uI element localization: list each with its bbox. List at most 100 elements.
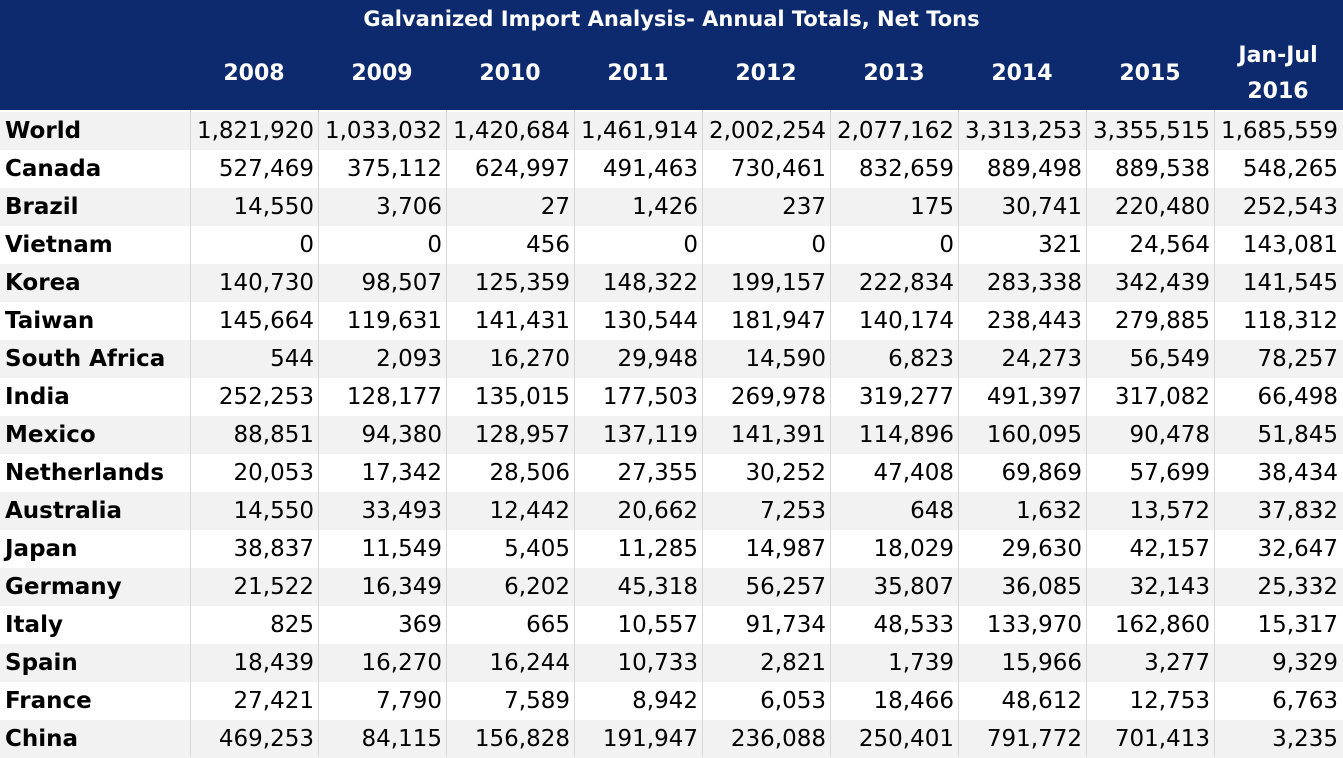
- table-cell: 175: [910, 194, 954, 220]
- table-cell: 84,115: [361, 726, 442, 752]
- table-cell: 69,869: [1001, 460, 1082, 486]
- table-cell: 2,093: [376, 346, 442, 372]
- table-cell: 45,318: [617, 574, 698, 600]
- table-cell: 191,947: [602, 726, 698, 752]
- table-cell: 7,253: [760, 498, 826, 524]
- table-row: Italy 825 369 665 10,557 91,734 48,533 133,970 1…: [0, 606, 1343, 644]
- table-cell: 15,317: [1257, 612, 1338, 638]
- column-divider: [446, 110, 447, 757]
- table-cell: 0: [939, 232, 954, 258]
- table-cell: 14,550: [233, 498, 314, 524]
- table-cell: 47,408: [873, 460, 954, 486]
- table-row: China 469,253 84,115 156,828 191,947 236,088 2…: [0, 720, 1343, 758]
- table-cell: 10,557: [617, 612, 698, 638]
- table-cell: 98,507: [361, 270, 442, 296]
- table-cell: 825: [270, 612, 314, 638]
- table-cell: 1,685,559: [1220, 118, 1338, 144]
- table-cell: 57,699: [1129, 460, 1210, 486]
- table-cell: 141,431: [474, 308, 570, 334]
- table-cell: 238,443: [986, 308, 1082, 334]
- table-cell: 48,612: [1001, 688, 1082, 714]
- table-row: Korea 140,730 98,507 125,359 148,322 199,157 2…: [0, 264, 1343, 302]
- table-row: Australia 14,550 33,493 12,442 20,662 7,253 64…: [0, 492, 1343, 530]
- table-row: Brazil 14,550 3,706 27 1,426 237 175 30,741 220,…: [0, 188, 1343, 226]
- table-cell: 118,312: [1242, 308, 1338, 334]
- row-label: Mexico: [5, 422, 96, 448]
- table-cell: 730,461: [730, 156, 826, 182]
- table-cell: 283,338: [986, 270, 1082, 296]
- table-cell: 14,550: [233, 194, 314, 220]
- table-row: Taiwan 145,664 119,631 141,431 130,544 181,94…: [0, 302, 1343, 340]
- row-label: Canada: [5, 156, 102, 182]
- table-cell: 140,174: [858, 308, 954, 334]
- table-cell: 33,493: [361, 498, 442, 524]
- table-cell: 156,828: [474, 726, 570, 752]
- table-cell: 342,439: [1114, 270, 1210, 296]
- table-cell: 24,273: [1001, 346, 1082, 372]
- table-cell: 3,706: [376, 194, 442, 220]
- table-row: Vietnam 0 0 456 0 0 0 321 24,564 143,081: [0, 226, 1343, 264]
- table-cell: 20,662: [617, 498, 698, 524]
- table-cell: 27,355: [617, 460, 698, 486]
- table-cell: 128,957: [474, 422, 570, 448]
- table-cell: 375,112: [346, 156, 442, 182]
- table-cell: 35,807: [873, 574, 954, 600]
- table-cell: 21,522: [233, 574, 314, 600]
- table-cell: 369: [398, 612, 442, 638]
- column-header-3: 2011: [607, 61, 669, 86]
- table-cell: 42,157: [1129, 536, 1210, 562]
- table-cell: 12,442: [489, 498, 570, 524]
- table-cell: 162,860: [1114, 612, 1210, 638]
- table-cell: 1,739: [888, 650, 954, 676]
- table-cell: 29,630: [1001, 536, 1082, 562]
- table-row: Canada 527,469 375,112 624,997 491,463 730,46…: [0, 150, 1343, 188]
- table-row: Germany 21,522 16,349 6,202 45,318 56,257 35,8…: [0, 568, 1343, 606]
- table-cell: 133,970: [986, 612, 1082, 638]
- table-cell: 6,053: [760, 688, 826, 714]
- table-cell: 91,734: [745, 612, 826, 638]
- table-cell: 137,119: [602, 422, 698, 448]
- table-cell: 237: [782, 194, 826, 220]
- table-cell: 0: [811, 232, 826, 258]
- column-divider: [574, 110, 575, 757]
- table-cell: 181,947: [730, 308, 826, 334]
- table-row: India 252,253 128,177 135,015 177,503 269,978…: [0, 378, 1343, 416]
- row-label: South Africa: [5, 346, 166, 372]
- table-cell: 5,405: [504, 536, 570, 562]
- table-cell: 1,461,914: [580, 118, 698, 144]
- row-label: China: [5, 726, 79, 752]
- table-cell: 889,498: [986, 156, 1082, 182]
- table-cell: 199,157: [730, 270, 826, 296]
- row-label: France: [5, 688, 92, 714]
- table-cell: 30,741: [1001, 194, 1082, 220]
- table-cell: 15,966: [1001, 650, 1082, 676]
- column-divider: [830, 110, 831, 757]
- table-cell: 3,313,253: [964, 118, 1082, 144]
- table-cell: 222,834: [858, 270, 954, 296]
- column-header-5: 2013: [863, 61, 925, 86]
- table-cell: 548,265: [1242, 156, 1338, 182]
- table-row: Spain 18,439 16,270 16,244 10,733 2,821 1,739 1…: [0, 644, 1343, 682]
- table-cell: 250,401: [858, 726, 954, 752]
- table-cell: 141,391: [730, 422, 826, 448]
- table-cell: 701,413: [1114, 726, 1210, 752]
- table-cell: 143,081: [1242, 232, 1338, 258]
- table-cell: 11,285: [617, 536, 698, 562]
- table-cell: 16,270: [489, 346, 570, 372]
- column-header-8: Jan-Jul 2016: [1238, 43, 1318, 104]
- table-cell: 1,821,920: [196, 118, 314, 144]
- table-cell: 456: [526, 232, 570, 258]
- table-cell: 2,821: [760, 650, 826, 676]
- table-cell: 791,772: [986, 726, 1082, 752]
- table-row: Mexico 88,851 94,380 128,957 137,119 141,391 1…: [0, 416, 1343, 454]
- table-cell: 51,845: [1257, 422, 1338, 448]
- table-cell: 38,434: [1257, 460, 1338, 486]
- column-divider: [318, 110, 319, 757]
- table-cell: 16,349: [361, 574, 442, 600]
- row-label: Netherlands: [5, 460, 165, 486]
- row-label: Brazil: [5, 194, 79, 220]
- table-cell: 13,572: [1129, 498, 1210, 524]
- table-cell: 3,355,515: [1092, 118, 1210, 144]
- table-cell: 20,053: [233, 460, 314, 486]
